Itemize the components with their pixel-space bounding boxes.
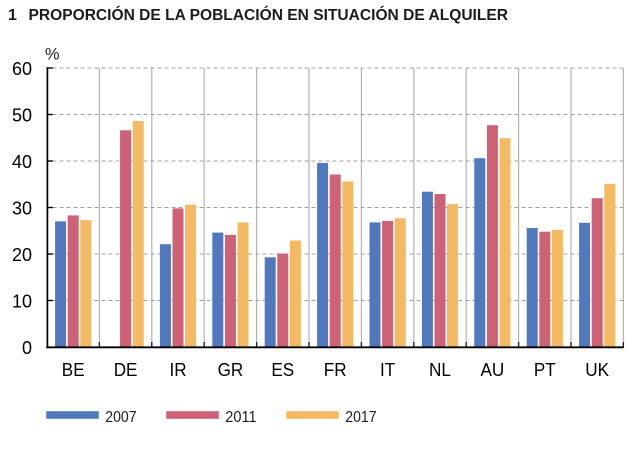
svg-text:20: 20 — [12, 245, 32, 265]
svg-text:2017: 2017 — [345, 409, 376, 426]
svg-text:AU: AU — [481, 360, 505, 380]
svg-text:0: 0 — [22, 338, 32, 358]
svg-text:PROPORCIÓN DE LA POBLACIÓN EN: PROPORCIÓN DE LA POBLACIÓN EN SITUACIÓN … — [29, 5, 509, 24]
svg-text:DE: DE — [114, 360, 138, 380]
svg-text:2007: 2007 — [105, 409, 136, 426]
svg-text:BE: BE — [62, 360, 85, 380]
svg-text:GR: GR — [218, 360, 244, 380]
svg-text:60: 60 — [12, 59, 32, 79]
svg-text:FR: FR — [324, 360, 347, 380]
svg-text:2011: 2011 — [225, 409, 256, 426]
svg-text:NL: NL — [429, 360, 451, 380]
svg-text:UK: UK — [585, 360, 609, 380]
svg-text:PT: PT — [534, 360, 556, 380]
svg-text:%: % — [45, 45, 60, 64]
svg-text:ES: ES — [271, 360, 294, 380]
svg-text:10: 10 — [12, 291, 32, 311]
svg-text:IT: IT — [380, 360, 395, 380]
svg-text:IR: IR — [169, 360, 186, 380]
svg-text:40: 40 — [12, 152, 32, 172]
svg-text:1: 1 — [8, 7, 17, 24]
svg-text:50: 50 — [12, 105, 32, 125]
svg-text:30: 30 — [12, 198, 32, 218]
